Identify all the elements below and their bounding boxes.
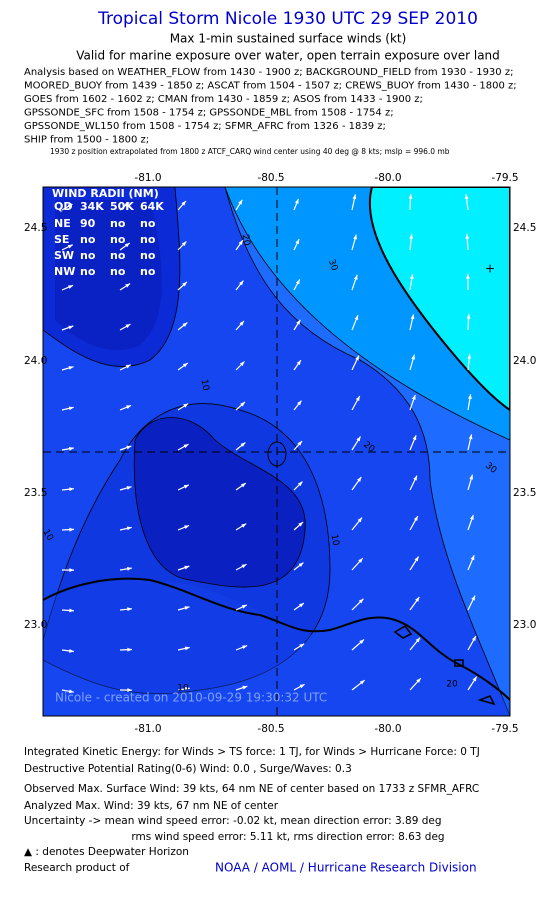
wind-radii-cell: no: [110, 265, 126, 278]
analysis-line: GPSSONDE_WL150 from 1508 - 1754 z; SFMR_…: [24, 121, 386, 132]
wind-radii-cell: no: [140, 233, 156, 246]
note: 1930 z position extrapolated from 1800 z…: [50, 147, 450, 156]
contour-label: 20: [446, 680, 458, 690]
wind-radii-cell: no: [80, 265, 96, 278]
wind-radii-title: WIND RADII (NM): [52, 187, 159, 200]
lat-label: 24.5: [513, 222, 536, 234]
lon-label: -81.0: [134, 723, 161, 735]
wind-radii-cell: SW: [54, 249, 74, 262]
lon-label: -79.5: [491, 723, 518, 735]
wind-radii-header: 64K: [140, 200, 164, 213]
lon-label: -80.5: [257, 723, 284, 735]
analysis-line: MOORED_BUOY from 1439 - 1850 z; ASCAT fr…: [24, 81, 517, 92]
wind-radii-cell: 90: [80, 217, 96, 230]
wind-radii-cell: no: [110, 249, 126, 262]
footer-line: rms wind speed error: 5.11 kt, rms direc…: [131, 831, 444, 843]
wind-radii-header: 50K: [110, 200, 134, 213]
lat-label: 24.5: [24, 222, 47, 234]
wind-radii-header: 34K: [80, 200, 104, 213]
svg-text:+: +: [485, 262, 495, 276]
footer-line: Integrated Kinetic Energy: for Winds > T…: [24, 746, 480, 758]
lat-label: 23.5: [513, 487, 536, 499]
wind-radii-cell: NW: [54, 265, 75, 278]
footer-line: Observed Max. Surface Wind: 39 kts, 64 n…: [24, 783, 479, 795]
lon-label: -79.5: [491, 172, 518, 184]
wind-radii-cell: no: [140, 217, 156, 230]
wind-radii-header: QD: [54, 200, 72, 213]
wind-radii-cell: no: [140, 265, 156, 278]
validity: Valid for marine exposure over water, op…: [76, 49, 500, 63]
contour-label: 10: [329, 534, 341, 547]
subtitle: Max 1-min sustained surface winds (kt): [170, 32, 407, 46]
lat-label: 23.5: [24, 487, 47, 499]
credit: NOAA / AOML / Hurricane Research Divisio…: [215, 861, 477, 875]
title: Tropical Storm Nicole 1930 UTC 29 SEP 20…: [97, 9, 478, 29]
wind-radii-cell: no: [110, 217, 126, 230]
lat-label: 24.0: [24, 355, 47, 367]
footer-line: Destructive Potential Rating(0-6) Wind: …: [24, 763, 352, 775]
wind-radii-cell: NE: [54, 217, 71, 230]
wind-radii-cell: no: [140, 249, 156, 262]
lon-label: -80.0: [374, 172, 401, 184]
analysis-line: GPSSONDE_SFC from 1508 - 1754 z; GPSSOND…: [24, 108, 394, 119]
lon-label: -80.0: [374, 723, 401, 735]
lat-label: 23.0: [24, 619, 47, 631]
lat-label: 24.0: [513, 355, 536, 367]
wind-radii-cell: SE: [54, 233, 69, 246]
analysis-line: GOES from 1602 - 1602 z; CMAN from 1430 …: [24, 94, 423, 105]
footer-line: ▲ : denotes Deepwater Horizon: [24, 846, 189, 858]
lon-label: -81.0: [134, 172, 161, 184]
wind-radii-cell: no: [80, 233, 96, 246]
lat-label: 23.0: [513, 619, 536, 631]
analysis-line: Analysis based on WEATHER_FLOW from 1430…: [24, 67, 513, 78]
wind-radii-cell: no: [110, 233, 126, 246]
contour-label: 20: [240, 234, 252, 247]
watermark: Nicole - created on 2010-09-29 19:30:32 …: [55, 691, 327, 705]
footer-line: Analyzed Max. Wind: 39 kts, 67 nm NE of …: [24, 800, 279, 812]
contour-label: 10: [199, 379, 211, 392]
credit-prefix: Research product of: [24, 862, 130, 874]
wind-radii-cell: no: [80, 249, 96, 262]
footer-line: Uncertainty -> mean wind speed error: -0…: [24, 815, 442, 827]
analysis-line: SHIP from 1500 - 1800 z;: [24, 135, 149, 146]
lon-label: -80.5: [257, 172, 284, 184]
